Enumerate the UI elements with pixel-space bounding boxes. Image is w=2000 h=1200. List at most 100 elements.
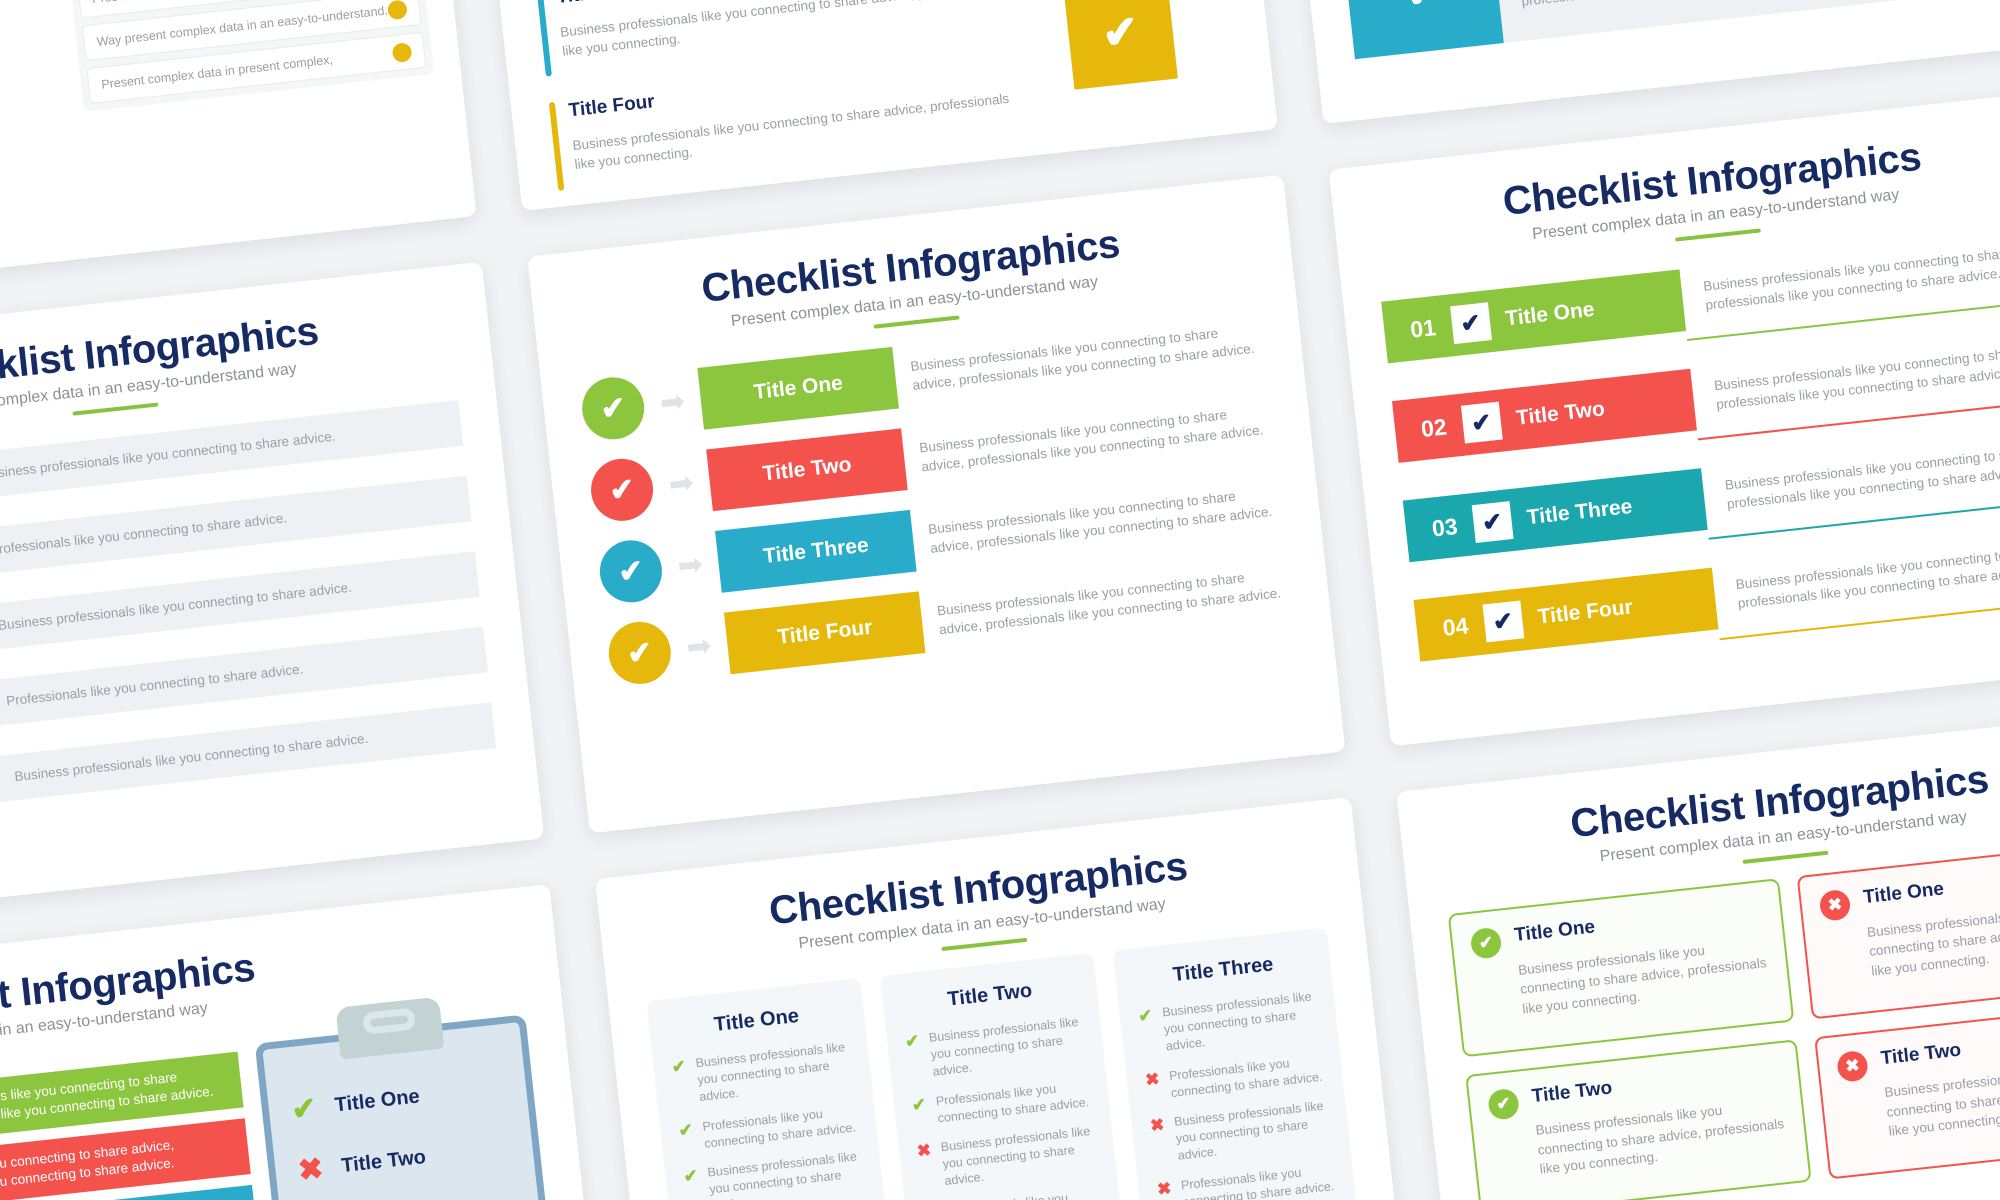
card-description: Business professionals like you connecti…: [1866, 904, 2000, 979]
item-tag: 04 ✔ Title Four: [1413, 568, 1719, 663]
item-description: Business professionals like you connecti…: [1518, 0, 2000, 12]
check-box-icon: ✔: [1460, 401, 1503, 444]
arrow-right-icon: ➡: [667, 465, 696, 502]
check-icon: ✔: [904, 1031, 921, 1052]
arrow-right-icon: ➡: [684, 629, 714, 665]
slide-three-columns[interactable]: Checklist Infographics Present complex d…: [594, 796, 1414, 1200]
list-item: ✔ Business professionals like you connect…: [904, 1013, 1087, 1083]
item-title: Title Three: [1525, 495, 1634, 530]
check-circle-icon: ✔: [1487, 1087, 1521, 1121]
table-row[interactable]: Present complex data in present complex.: [0, 0, 45, 13]
item-description: Business professionals like you connecti…: [13, 731, 369, 785]
check-icon: ✔: [670, 1056, 687, 1077]
check-box-icon: ✔: [1449, 302, 1492, 345]
item-title: Title One: [752, 371, 844, 405]
item-title-box: Title Four: [724, 591, 926, 675]
card[interactable]: ✔ Title One Business professionals like yo…: [1447, 878, 1795, 1058]
title-underline: [72, 402, 159, 416]
arrow-right-icon: ➡: [675, 547, 705, 584]
item-title: Title Two: [1514, 397, 1606, 430]
slide-pennants[interactable]: Checklist Infographics Present complex d…: [1261, 0, 2000, 124]
item-description: Business professionals like you connecti…: [1724, 439, 2000, 512]
list-item: ✖ Business professionals like you connect…: [916, 1123, 1099, 1193]
item-number: 02: [1419, 413, 1449, 442]
item-description: Business professionals like you connecti…: [940, 1124, 1091, 1189]
check-circle-icon: ✔: [587, 455, 657, 525]
list-item: ✖ Business professionals like you connect…: [1149, 1098, 1332, 1168]
card-description: Business professionals like you connecti…: [1883, 1065, 2000, 1140]
item-title: Title Two: [761, 453, 853, 486]
slide-arrow-steps[interactable]: Checklist Infographics Present complex d…: [527, 174, 1346, 834]
status-dot-icon: [386, 0, 408, 20]
band-text: Professionals like you connecting to sha…: [0, 1136, 176, 1200]
list-item: ✔ Professionals like you connecting to sh…: [678, 1102, 859, 1155]
item-tag: 03 ✔ Title Three: [1402, 468, 1708, 563]
slide-outlined-cards[interactable]: Checklist Infographics Present complex d…: [1396, 709, 2000, 1200]
cross-icon: ✖: [1144, 1068, 1161, 1090]
chevron-list: ✔Business professionals like you connect…: [0, 392, 497, 830]
item-description: Business professionals like you connecti…: [1734, 539, 2000, 612]
check-icon: ✔: [677, 1119, 694, 1141]
column-title: Title Two: [946, 979, 1034, 1011]
card[interactable]: ✔ Title Two Business professionals like yo…: [1465, 1038, 1812, 1200]
table-cell-text: Present complex data in present complex,: [100, 52, 334, 92]
clipboard-clip-icon: [335, 996, 445, 1060]
slide-chevrons[interactable]: Checklist Infographics Present complex d…: [0, 261, 545, 921]
card-description: Business professionals like you connecti…: [1517, 942, 1768, 1017]
list-item[interactable]: Title Four Business professionals like yo…: [548, 51, 1034, 191]
column-card[interactable]: Title One ✔ Business professionals like yo…: [646, 978, 900, 1200]
item-description: Business professionals like you connecti…: [0, 579, 353, 634]
clipboard-graphic: ✔Title One✖Title Two✔Title Three✔Title F…: [254, 996, 561, 1200]
accent-bar: [536, 0, 553, 78]
item-tag: 02 ✔ Title Two: [1392, 368, 1697, 464]
list-item-body: Business professionals like you connecti…: [1678, 217, 2000, 342]
item-description: Business professionals like you connecti…: [706, 1149, 858, 1200]
item-description: Business professionals like you connecti…: [0, 428, 337, 483]
list-item: ✖ Professionals like you connecting to sh…: [1156, 1161, 1337, 1200]
column-card[interactable]: Title Two ✔ Business professionals like yo…: [879, 952, 1133, 1200]
table-group: Present complex data in an easy-to-under…: [0, 0, 53, 21]
clipboard-item-list: ✔Title One✖Title Two✔Title Three✔Title F…: [287, 1070, 527, 1200]
list-item-body: Business professionals like you connecti…: [1689, 317, 2000, 441]
column-card[interactable]: Title Three ✔ Business professionals like …: [1113, 927, 1366, 1200]
slide-numbered-bars[interactable]: Checklist Infographics Present complex d…: [1328, 87, 2000, 747]
list-item: ✔ Professionals like you connecting to sh…: [911, 1077, 1092, 1130]
item-title-box: Title Two: [706, 428, 908, 512]
item-title: Title Four: [1536, 595, 1634, 630]
status-dot-icon: [391, 41, 413, 63]
item-description: Professionals like you connecting to sha…: [0, 510, 288, 558]
item-description: Business professionals like you connecti…: [1161, 989, 1313, 1054]
item-description: Business professionals like you connecti…: [559, 0, 998, 60]
accent-bar: [548, 102, 565, 191]
cube-stack: ✔✔✔✔: [1002, 0, 1236, 121]
item-description: Professionals like you connecting to sha…: [5, 661, 305, 709]
numbered-item-list: 01 ✔ Title One Business professionals like …: [1380, 217, 2000, 672]
column-title: Title One: [712, 1004, 801, 1036]
item-description: Business professionals like you connecti…: [1173, 1099, 1325, 1163]
item-number: 03: [1430, 512, 1459, 542]
list-item[interactable]: ✔ Title One: [287, 1070, 508, 1128]
item-description: Business professionals like you connecti…: [927, 488, 1273, 557]
slide-cubes[interactable]: Checklist Infographics Present complex d…: [459, 0, 1278, 211]
slide-clipboard[interactable]: Checklist Infographics Present complex d…: [0, 884, 612, 1200]
list-item: ✔ Business professionals like you connect…: [683, 1148, 866, 1200]
table-column-left: Present complex data in an easy-to-under…: [0, 0, 66, 149]
list-item[interactable]: ✔Title Three: [300, 1191, 521, 1200]
item-title-box: Title Three: [715, 510, 917, 593]
check-icon: ✔: [1137, 1005, 1154, 1027]
check-circle-icon: ✔: [605, 619, 674, 688]
slide-table-rows[interactable]: Present complex data in an easy-to-under…: [0, 0, 477, 299]
color-band-list: Business professionals like you connecti…: [0, 1046, 265, 1200]
list-item[interactable]: ✖ Title Two: [294, 1131, 515, 1189]
check-icon: ✔: [910, 1094, 928, 1115]
